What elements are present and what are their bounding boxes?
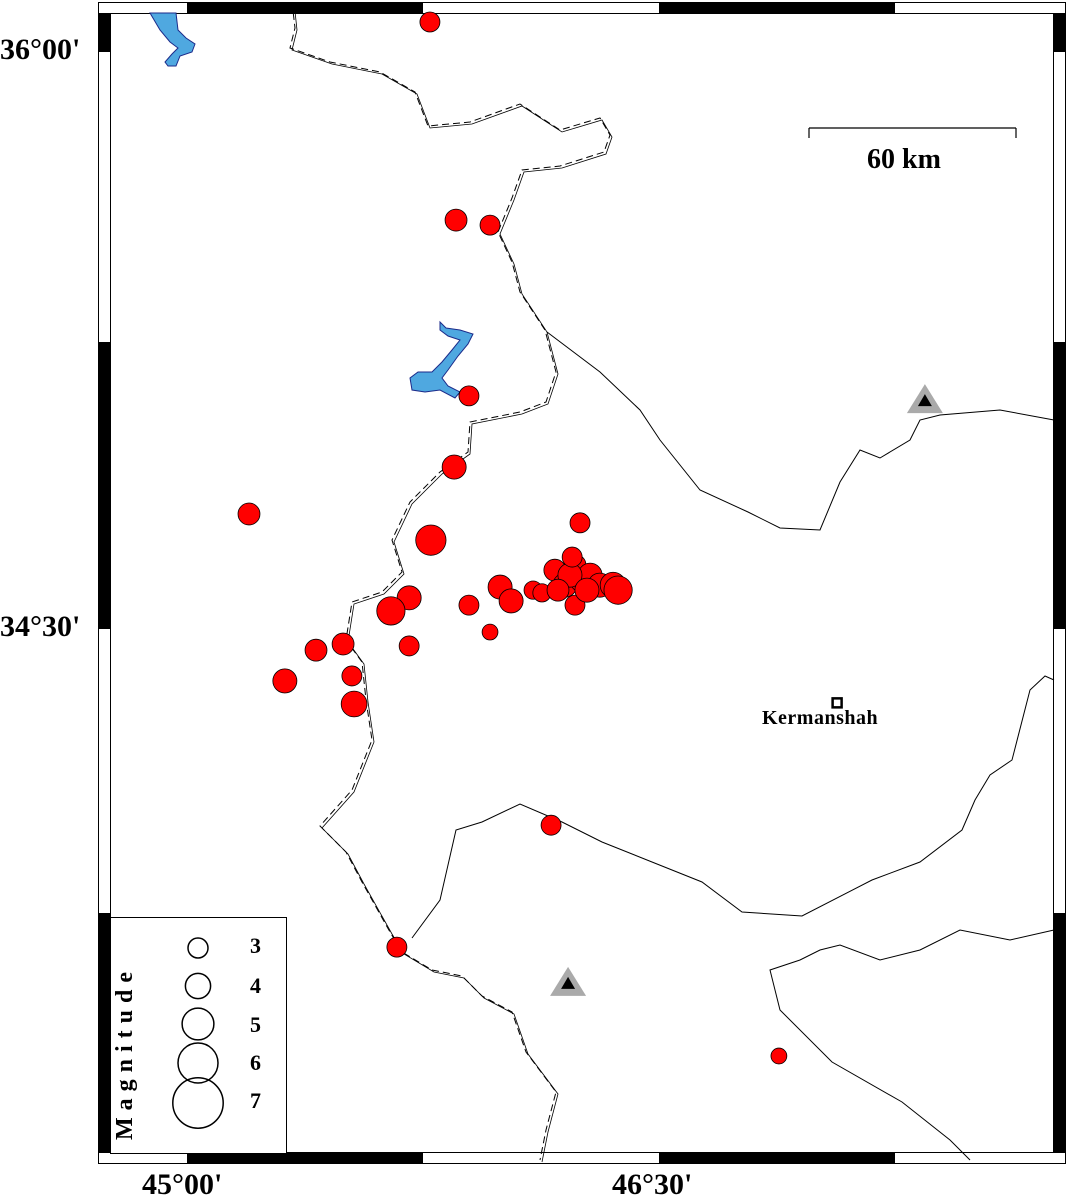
- lon-tick-label-45-00: 45°00': [142, 1168, 223, 1201]
- earthquake-event: [770, 1047, 788, 1065]
- province-boundary-north: [546, 331, 1055, 531]
- map-frame: [98, 2, 1066, 1164]
- earthquake-event: [458, 594, 480, 616]
- international-border: [289, 1, 611, 1161]
- earthquake-event: [479, 214, 501, 236]
- legend-label: 6: [250, 1050, 261, 1075]
- earthquake-event: [458, 385, 480, 407]
- earthquake-event: [569, 512, 591, 534]
- earthquake-event: [340, 690, 368, 718]
- earthquake-event: [331, 632, 355, 656]
- earthquake-event: [498, 588, 524, 614]
- legend-circle: [184, 972, 212, 1000]
- lat-tick-label-36-00: 36°00': [0, 33, 81, 66]
- city-square-icon: [831, 697, 843, 709]
- seismic-station-triangle-icon: [906, 384, 943, 414]
- earthquake-event: [398, 635, 420, 657]
- earthquake-event: [481, 623, 499, 641]
- earthquake-event: [304, 638, 328, 662]
- earthquake-event: [419, 11, 441, 33]
- earthquake-event: [341, 665, 363, 687]
- city-label: Kermanshah: [762, 707, 879, 729]
- earthquake-event: [444, 208, 468, 232]
- earthquake-event: [546, 578, 570, 602]
- earthquake-event: [441, 454, 467, 480]
- legend-label: 4: [250, 973, 261, 998]
- earthquake-event: [272, 668, 298, 694]
- earthquake-event: [603, 575, 633, 605]
- legend-circles: [172, 937, 224, 1129]
- legend-title: Magnitude: [112, 964, 138, 1140]
- stations-layer: [550, 384, 943, 996]
- legend-circle: [172, 1077, 224, 1129]
- lake-north: [149, 12, 196, 67]
- events-layer: [237, 11, 788, 1065]
- legend-label: 7: [250, 1088, 261, 1113]
- earthquake-event: [415, 524, 447, 556]
- legend-label: 5: [250, 1012, 261, 1037]
- province-boundary-southeast: [769, 929, 1055, 1161]
- scale-bar: [808, 127, 1017, 138]
- legend-circle: [181, 1007, 215, 1041]
- scale-bar-label: 60 km: [867, 144, 941, 175]
- earthquake-event: [376, 596, 406, 626]
- lake-darbandikhan: [409, 320, 474, 399]
- seismic-station-triangle-icon: [550, 966, 587, 996]
- legend-circle: [187, 937, 209, 959]
- earthquake-event: [386, 936, 408, 958]
- earthquake-event: [237, 502, 261, 526]
- borders: [289, 1, 1055, 1163]
- lon-tick-label-46-30: 46°30': [612, 1168, 693, 1201]
- city-layer: [831, 697, 843, 709]
- legend-label: 3: [250, 933, 261, 958]
- earthquake-event: [540, 814, 562, 836]
- legend-circle: [177, 1042, 219, 1084]
- earthquake-event: [574, 577, 600, 603]
- lat-tick-label-34-30: 34°30': [0, 610, 81, 643]
- province-boundary-south: [411, 675, 1055, 939]
- earthquake-event: [561, 546, 583, 568]
- legend-box: [110, 917, 287, 1154]
